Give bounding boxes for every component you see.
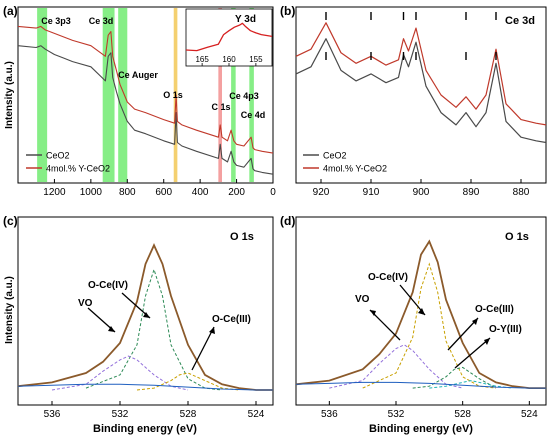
a-x-tick-label: 600 bbox=[155, 187, 172, 198]
a-x-tick-label: 1200 bbox=[43, 187, 66, 198]
plot-frame-c bbox=[17, 216, 274, 406]
panel-label-b: (b) bbox=[280, 4, 295, 18]
a-x-tick-label: 1000 bbox=[80, 187, 103, 198]
peak-label: Ce Auger bbox=[118, 70, 158, 80]
highlight-band bbox=[102, 8, 115, 182]
panel-c: (c) O 1s 536 532 528 524 Binding energy (eV… bbox=[3, 214, 274, 435]
annotation-c-oce4: O-Ce(IV) bbox=[88, 280, 128, 291]
peak-label: Ce 3d bbox=[89, 16, 114, 26]
c-x-tick-label: 528 bbox=[180, 409, 197, 420]
highlight-band bbox=[118, 8, 128, 182]
a-x-tick-label: 0 bbox=[270, 187, 276, 198]
arrow-c-oce3 bbox=[191, 326, 215, 371]
annotation-c-oce3: O-Ce(III) bbox=[212, 314, 251, 325]
inset-x-tick-label: 155 bbox=[249, 55, 263, 64]
y-axis-label-c: Intensity (a.u.) bbox=[4, 276, 15, 344]
arrowhead-d-oce4 bbox=[418, 308, 425, 315]
title-d: O 1s bbox=[505, 231, 529, 243]
panel-b: (b) Ce 3d 920 910 900 890 880 CeO2 4mol.% Y-C… bbox=[280, 4, 547, 198]
o1s-line bbox=[85, 267, 223, 391]
arrowhead-d-oy3 bbox=[484, 338, 490, 345]
peak-label: Ce 4p3 bbox=[229, 91, 259, 101]
x-axis-label-d: Binding energy (eV) bbox=[369, 423, 473, 435]
highlight-band bbox=[231, 8, 236, 182]
annotation-c-vo: VO bbox=[78, 298, 93, 309]
y-axis-label-a: Intensity (a.u.) bbox=[4, 61, 15, 129]
o1s-line bbox=[51, 355, 189, 391]
b-x-tick-label: 910 bbox=[363, 187, 380, 198]
c-x-tick-label: 532 bbox=[112, 409, 129, 420]
peak-label: O 1s bbox=[163, 90, 183, 100]
a-x-tick-label: 200 bbox=[228, 187, 245, 198]
inset-line bbox=[185, 22, 273, 52]
c-x-tick-label: 536 bbox=[44, 409, 61, 420]
inset-x-tick-label: 165 bbox=[195, 55, 209, 64]
arrowhead-c-vo bbox=[108, 326, 115, 332]
a-legend-label: 4mol.% Y-CeO2 bbox=[46, 164, 110, 174]
annotation-d-oce4: O-Ce(IV) bbox=[368, 272, 408, 283]
plot-frame-d bbox=[295, 216, 547, 406]
o1s-line bbox=[136, 372, 240, 391]
arrow-d-oce3 bbox=[447, 317, 479, 351]
b-x-tick-label: 890 bbox=[463, 187, 480, 198]
annotation-d-vo: VO bbox=[355, 294, 370, 305]
a-x-tick-label: 800 bbox=[119, 187, 136, 198]
survey-line bbox=[17, 25, 274, 154]
o1s-line bbox=[17, 383, 273, 391]
o1s-line bbox=[295, 381, 546, 389]
o1s-line bbox=[295, 239, 546, 390]
peak-label: C 1s bbox=[211, 102, 230, 112]
annotation-d-oy3: O-Y(III) bbox=[489, 324, 522, 335]
b-legend-label: 4mol.% Y-CeO2 bbox=[323, 164, 387, 174]
arrowhead-d-vo bbox=[370, 310, 376, 316]
peak-label: Ce 4d bbox=[241, 110, 266, 120]
d-x-tick-label: 524 bbox=[521, 409, 538, 420]
panel-label-d: (d) bbox=[280, 214, 295, 228]
b-legend-label: CeO2 bbox=[323, 151, 347, 161]
panel-d: (d) O 1s 536 532 528 524 Binding energy (eV… bbox=[280, 214, 547, 435]
panel-label-a: (a) bbox=[3, 4, 18, 18]
ce3d-line bbox=[295, 38, 547, 144]
c-x-tick-label: 524 bbox=[248, 409, 265, 420]
inset-title: Y 3d bbox=[235, 14, 256, 25]
a-legend-label: CeO2 bbox=[46, 151, 70, 161]
peak-label: Ce 3p3 bbox=[41, 16, 71, 26]
arrow-d-vo bbox=[369, 309, 401, 341]
d-x-tick-label: 528 bbox=[454, 409, 471, 420]
ce3d-line bbox=[295, 22, 547, 126]
annotation-d-oce3: O-Ce(III) bbox=[475, 304, 514, 315]
panel-label-c: (c) bbox=[3, 214, 18, 228]
x-axis-label-c: Binding energy (eV) bbox=[93, 423, 197, 435]
arrowhead-d-oce3 bbox=[472, 318, 478, 325]
highlight-band bbox=[37, 8, 48, 182]
inset-x-tick-label: 160 bbox=[222, 55, 236, 64]
title-c: O 1s bbox=[230, 231, 254, 243]
b-x-tick-label: 920 bbox=[313, 187, 330, 198]
o1s-line bbox=[329, 344, 463, 389]
arrowhead-c-oce3 bbox=[209, 327, 215, 334]
b-x-tick-label: 880 bbox=[513, 187, 530, 198]
b-x-tick-label: 900 bbox=[413, 187, 430, 198]
arrow-d-oy3 bbox=[454, 337, 491, 369]
o1s-line bbox=[362, 262, 497, 389]
arrowhead-c-oce4 bbox=[143, 312, 150, 318]
o1s-line bbox=[412, 366, 497, 389]
o1s-line bbox=[17, 243, 273, 391]
d-x-tick-label: 536 bbox=[321, 409, 338, 420]
inset-frame bbox=[185, 8, 273, 67]
highlight-band bbox=[249, 8, 254, 182]
plot-frame-a bbox=[17, 6, 274, 184]
title-b: Ce 3d bbox=[505, 15, 535, 27]
o1s-line bbox=[429, 380, 513, 389]
a-x-tick-label: 400 bbox=[192, 187, 209, 198]
survey-line bbox=[17, 45, 274, 175]
highlight-band bbox=[218, 8, 222, 182]
d-x-tick-label: 532 bbox=[388, 409, 405, 420]
